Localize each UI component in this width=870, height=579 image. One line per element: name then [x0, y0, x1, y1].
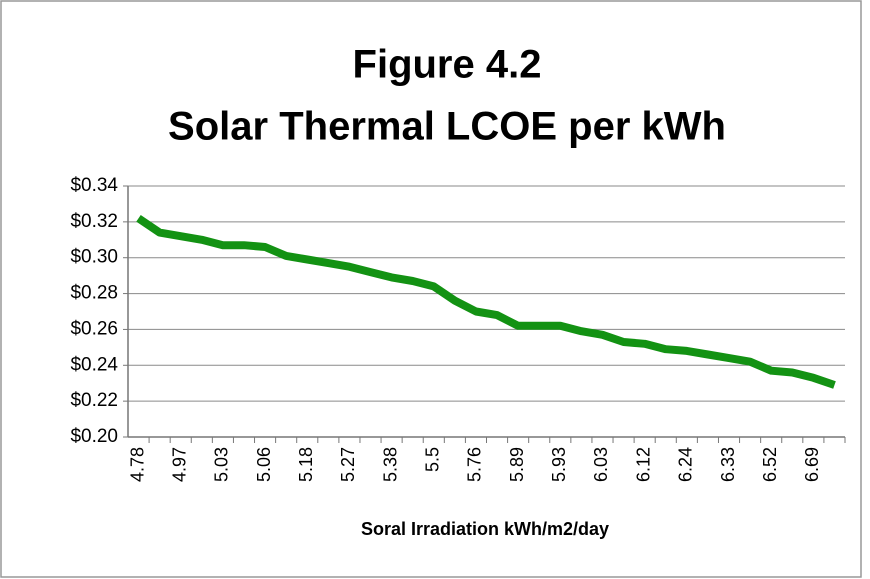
x-tick-label: 4.97: [169, 447, 189, 482]
chart-title: Figure 4.2: [353, 43, 542, 87]
x-tick-label: 6.69: [802, 447, 822, 482]
y-tick-label: $0.20: [70, 426, 118, 447]
x-tick-label: 6.33: [718, 447, 738, 482]
x-tick-label: 5.27: [338, 447, 358, 482]
x-tick-label: 5.93: [549, 447, 569, 482]
x-tick-label: 5.5: [423, 447, 443, 472]
y-tick-label: $0.28: [70, 283, 118, 304]
y-tick-label: $0.32: [70, 211, 118, 232]
data-line: [136, 214, 836, 389]
x-tick-label: 5.76: [465, 447, 485, 482]
x-tick-label: 5.38: [380, 447, 400, 482]
y-tick-label: $0.34: [70, 175, 118, 196]
x-tick-label: 6.03: [591, 447, 611, 482]
y-tick-label: $0.26: [70, 318, 118, 339]
x-tick-label: 5.89: [507, 447, 527, 482]
y-tick-label: $0.22: [70, 390, 118, 411]
x-tick-label: 4.78: [127, 447, 147, 482]
x-tick-label: 5.06: [254, 447, 274, 482]
x-tick-label: 6.12: [633, 447, 653, 482]
y-tick-label: $0.30: [70, 247, 118, 268]
y-tick-label: $0.24: [70, 354, 118, 375]
chart-title: Solar Thermal LCOE per kWh: [168, 105, 726, 149]
x-tick-label: 5.18: [296, 447, 316, 482]
x-tick-label: 5.03: [212, 447, 232, 482]
x-tick-label: 6.24: [676, 447, 696, 482]
x-tick-label: 6.52: [760, 447, 780, 482]
x-axis-label: Soral Irradiation kWh/m2/day: [361, 519, 609, 539]
